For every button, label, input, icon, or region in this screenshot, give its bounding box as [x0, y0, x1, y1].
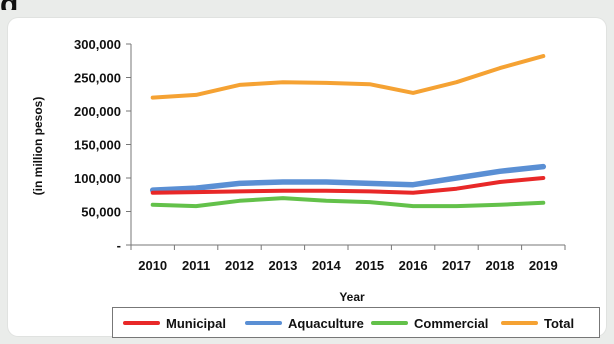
series-line-total [150, 54, 546, 100]
x-tick-label: 2019 [529, 258, 558, 273]
legend-swatch-municipal [123, 321, 160, 325]
x-tick-label: 2014 [312, 258, 342, 273]
y-tick-label: 150,000 [74, 138, 121, 153]
y-tick-label: 200,000 [74, 104, 121, 119]
legend-swatch-commercial [371, 321, 408, 325]
x-tick-label: 2013 [268, 258, 297, 273]
top-text-fragment: g [0, 0, 614, 10]
series-line-commercial [150, 196, 546, 209]
y-tick-label: 100,000 [74, 171, 121, 186]
x-tick-label: 2017 [442, 258, 471, 273]
legend-swatch-aquaculture [245, 321, 282, 325]
x-tick-label: 2015 [355, 258, 384, 273]
legend-label-commercial: Commercial [414, 315, 489, 331]
series-line-municipal [150, 176, 546, 195]
x-tick-label: 2016 [399, 258, 428, 273]
legend-label-aquaculture: Aquaculture [288, 315, 364, 331]
series-line-aquaculture [149, 163, 547, 193]
legend: Municipal Aquaculture Commercial Total [112, 307, 600, 338]
x-tick-label: 2011 [182, 258, 210, 273]
legend-item-total: Total [501, 315, 574, 331]
axes-layer [130, 44, 565, 246]
chart-panel [8, 18, 606, 336]
legend-item-commercial: Commercial [371, 315, 488, 331]
legend-label-municipal: Municipal [166, 315, 226, 331]
x-tick-label: 2018 [485, 258, 514, 273]
legend-swatch-total [501, 321, 538, 325]
y-tick-label: - [117, 238, 121, 253]
y-tick-label: 300,000 [74, 37, 121, 52]
x-tick-label: 2012 [225, 258, 254, 273]
y-axis-title: (in million pesos) [31, 97, 45, 196]
legend-label-total: Total [544, 315, 575, 331]
ticks-layer: - 50,000 100,000 150,000 200,000 250,000 300,0… [74, 37, 566, 273]
y-tick-label: 250,000 [74, 71, 121, 86]
x-tick-label: 2010 [138, 258, 167, 273]
legend-item-municipal: Municipal [123, 315, 226, 331]
y-tick-label: 50,000 [81, 205, 121, 220]
legend-item-aquaculture: Aquaculture [245, 315, 364, 331]
x-axis-title: Year [339, 290, 365, 304]
series-layer [149, 54, 547, 209]
